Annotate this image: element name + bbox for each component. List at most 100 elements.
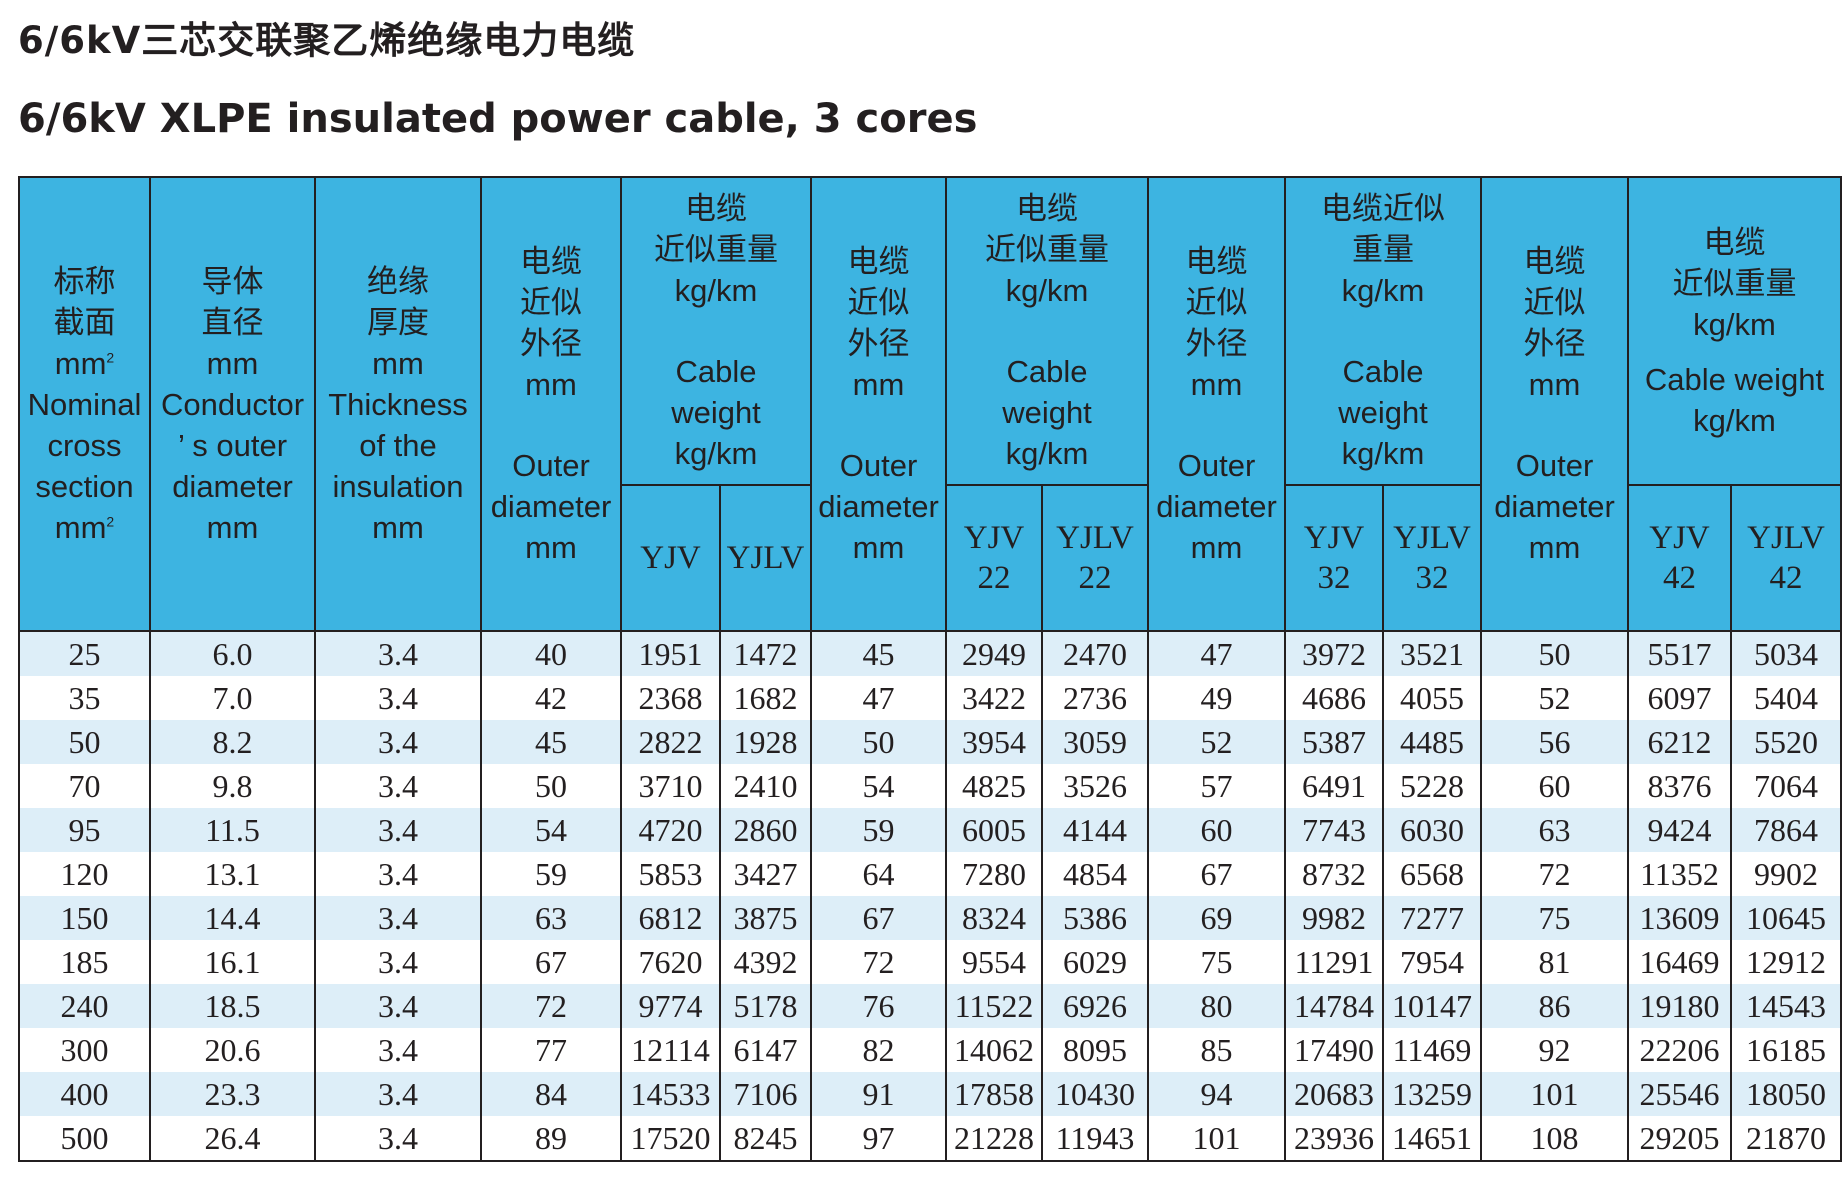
- table-cell: 91: [810, 1072, 947, 1116]
- table-row: 400 23.3 3.4 84 14533 7106 91 17858 10430 94 20683…: [18, 1072, 1842, 1116]
- table-cell: 11352: [1627, 852, 1732, 896]
- table-cell: 4686: [1284, 676, 1384, 720]
- header-conductor-diameter: 导体 直径 mm Conductor ’ s outer diameter mm: [149, 176, 316, 632]
- table-cell: 108: [1480, 1116, 1629, 1162]
- header-outer-diameter-1: 电缆 近似 外径 mm Outer diameter mm: [480, 176, 622, 632]
- table-cell: 2410: [719, 764, 812, 808]
- table-cell: 6812: [620, 896, 721, 940]
- table-cell: 17858: [945, 1072, 1043, 1116]
- table-cell: 45: [480, 720, 622, 764]
- table-cell: 82: [810, 1028, 947, 1072]
- table-cell: 12912: [1730, 940, 1842, 984]
- table-cell: 72: [480, 984, 622, 1028]
- table-row: 50 8.2 3.4 45 2822 1928 50 3954 3059 52 5387 4485 56…: [18, 720, 1842, 764]
- table-cell: 17520: [620, 1116, 721, 1162]
- table-cell: 5404: [1730, 676, 1842, 720]
- table-cell: 3.4: [314, 676, 482, 720]
- table-cell: 69: [1147, 896, 1286, 940]
- table-row: 185 16.1 3.4 67 7620 4392 72 9554 6029 75 11291 795…: [18, 940, 1842, 984]
- table-cell: 6147: [719, 1028, 812, 1072]
- table-cell: 4720: [620, 808, 721, 852]
- table-cell: 7864: [1730, 808, 1842, 852]
- subheader-yjv: YJV: [620, 484, 721, 632]
- table-cell: 14062: [945, 1028, 1043, 1072]
- table-cell: 9902: [1730, 852, 1842, 896]
- table-cell: 20683: [1284, 1072, 1384, 1116]
- table-cell: 11.5: [149, 808, 316, 852]
- table-cell: 101: [1480, 1072, 1629, 1116]
- table-cell: 3.4: [314, 631, 482, 676]
- header-weight-3: 电缆近似 重量 kg/km Cable weight kg/km: [1284, 176, 1482, 486]
- table-cell: 8732: [1284, 852, 1384, 896]
- table-cell: 3.4: [314, 720, 482, 764]
- table-cell: 14.4: [149, 896, 316, 940]
- table-cell: 77: [480, 1028, 622, 1072]
- header-outer-diameter-3: 电缆 近似 外径 mm Outer diameter mm: [1147, 176, 1286, 632]
- table-cell: 5228: [1382, 764, 1482, 808]
- table-cell: 50: [18, 720, 151, 764]
- table-cell: 14784: [1284, 984, 1384, 1028]
- table-cell: 23.3: [149, 1072, 316, 1116]
- table-cell: 52: [1480, 676, 1629, 720]
- table-cell: 47: [810, 676, 947, 720]
- table-cell: 6097: [1627, 676, 1732, 720]
- table-cell: 14543: [1730, 984, 1842, 1028]
- table-cell: 85: [1147, 1028, 1286, 1072]
- table-body: 25 6.0 3.4 40 1951 1472 45 2949 2470 47 3972 3521 50…: [18, 631, 1842, 1162]
- table-cell: 3059: [1041, 720, 1149, 764]
- subheader-yjlv-22: YJLV 22: [1041, 484, 1149, 632]
- table-cell: 500: [18, 1116, 151, 1162]
- table-cell: 29205: [1627, 1116, 1732, 1162]
- table-cell: 1682: [719, 676, 812, 720]
- table-cell: 4055: [1382, 676, 1482, 720]
- table-cell: 2949: [945, 631, 1043, 676]
- subheader-yjlv-32: YJLV 32: [1382, 484, 1482, 632]
- header-nominal-section: 标称 截面 mm2 Nominal cross section mm2: [18, 176, 151, 632]
- table-cell: 75: [1147, 940, 1286, 984]
- table-cell: 67: [810, 896, 947, 940]
- table-cell: 21228: [945, 1116, 1043, 1162]
- table-cell: 7280: [945, 852, 1043, 896]
- table-cell: 50: [810, 720, 947, 764]
- table-cell: 4392: [719, 940, 812, 984]
- table-cell: 26.4: [149, 1116, 316, 1162]
- table-cell: 2736: [1041, 676, 1149, 720]
- header-weight-2: 电缆 近似重量 kg/km Cable weight kg/km: [945, 176, 1149, 486]
- table-cell: 5034: [1730, 631, 1842, 676]
- table-cell: 13609: [1627, 896, 1732, 940]
- table-cell: 9774: [620, 984, 721, 1028]
- table-cell: 101: [1147, 1116, 1286, 1162]
- table-cell: 8376: [1627, 764, 1732, 808]
- table-row: 95 11.5 3.4 54 4720 2860 59 6005 4144 60 7743 6030 6…: [18, 808, 1842, 852]
- table-cell: 11522: [945, 984, 1043, 1028]
- table-cell: 1928: [719, 720, 812, 764]
- table-cell: 45: [810, 631, 947, 676]
- table-cell: 4825: [945, 764, 1043, 808]
- table-cell: 75: [1480, 896, 1629, 940]
- table-cell: 25: [18, 631, 151, 676]
- table-cell: 2368: [620, 676, 721, 720]
- table-cell: 5386: [1041, 896, 1149, 940]
- table-cell: 40: [480, 631, 622, 676]
- table-cell: 72: [1480, 852, 1629, 896]
- table-cell: 16469: [1627, 940, 1732, 984]
- table-row: 25 6.0 3.4 40 1951 1472 45 2949 2470 47 3972 3521 50…: [18, 631, 1842, 676]
- table-cell: 11469: [1382, 1028, 1482, 1072]
- table-cell: 52: [1147, 720, 1286, 764]
- table-cell: 57: [1147, 764, 1286, 808]
- table-cell: 3427: [719, 852, 812, 896]
- table-cell: 12114: [620, 1028, 721, 1072]
- table-cell: 3.4: [314, 1072, 482, 1116]
- table-row: 70 9.8 3.4 50 3710 2410 54 4825 3526 57 6491 5228 60…: [18, 764, 1842, 808]
- table-cell: 150: [18, 896, 151, 940]
- table-cell: 49: [1147, 676, 1286, 720]
- table-cell: 9424: [1627, 808, 1732, 852]
- table-cell: 3954: [945, 720, 1043, 764]
- table-cell: 300: [18, 1028, 151, 1072]
- table-cell: 18050: [1730, 1072, 1842, 1116]
- table-row: 300 20.6 3.4 77 12114 6147 82 14062 8095 85 17490 1…: [18, 1028, 1842, 1072]
- table-cell: 23936: [1284, 1116, 1384, 1162]
- table-cell: 50: [480, 764, 622, 808]
- subheader-yjlv-42: YJLV 42: [1730, 484, 1842, 632]
- table-cell: 1951: [620, 631, 721, 676]
